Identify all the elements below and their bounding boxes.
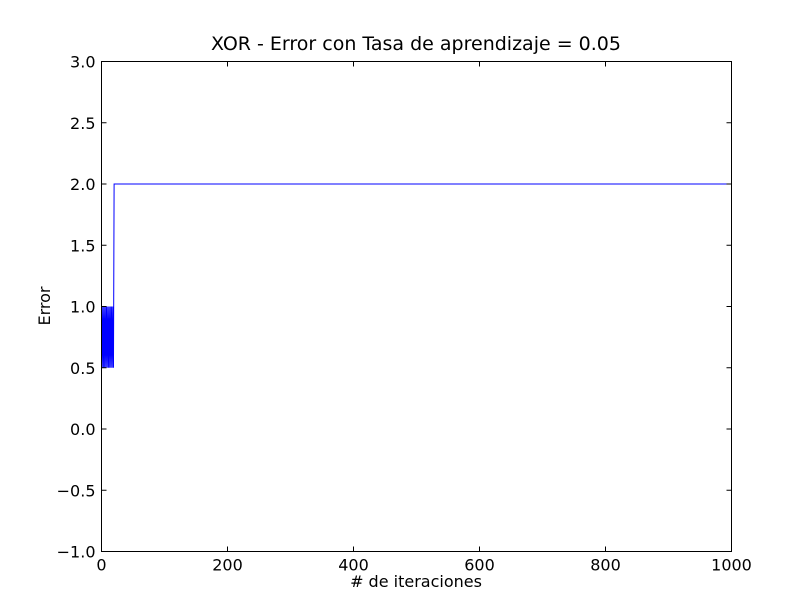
x-tick-label: 600 [464, 556, 495, 575]
x-tick-label: 400 [338, 556, 369, 575]
series-layer [101, 183, 732, 368]
y-tick-label: 1.0 [70, 298, 95, 317]
series-line-0 [101, 183, 732, 368]
y-tick-label: −1.0 [57, 543, 96, 562]
x-tick-label: 1000 [711, 556, 752, 575]
y-tick-label: −0.5 [57, 481, 96, 500]
y-tick-label: 2.0 [70, 175, 95, 194]
x-axis-label: # de iteraciones [350, 572, 482, 591]
y-tick-label: 0.0 [70, 420, 95, 439]
y-tick-label: 1.5 [70, 236, 95, 255]
x-tick-label: 200 [212, 556, 243, 575]
plot-frame [101, 61, 732, 552]
y-tick-label: 0.5 [70, 359, 95, 378]
x-tick-label: 0 [96, 556, 106, 575]
y-tick-label: 2.5 [70, 114, 95, 133]
y-tick-label: 3.0 [70, 53, 95, 72]
x-tick-label: 800 [590, 556, 621, 575]
ticks-layer: 0 200 400 600 800 1000 −1.0 −0.5 0.0 0.5 1.0 1.5 2.0… [57, 53, 752, 575]
y-axis-label: Error [35, 286, 54, 325]
chart-title: XOR - Error con Tasa de aprendizaje = 0.… [211, 33, 621, 55]
